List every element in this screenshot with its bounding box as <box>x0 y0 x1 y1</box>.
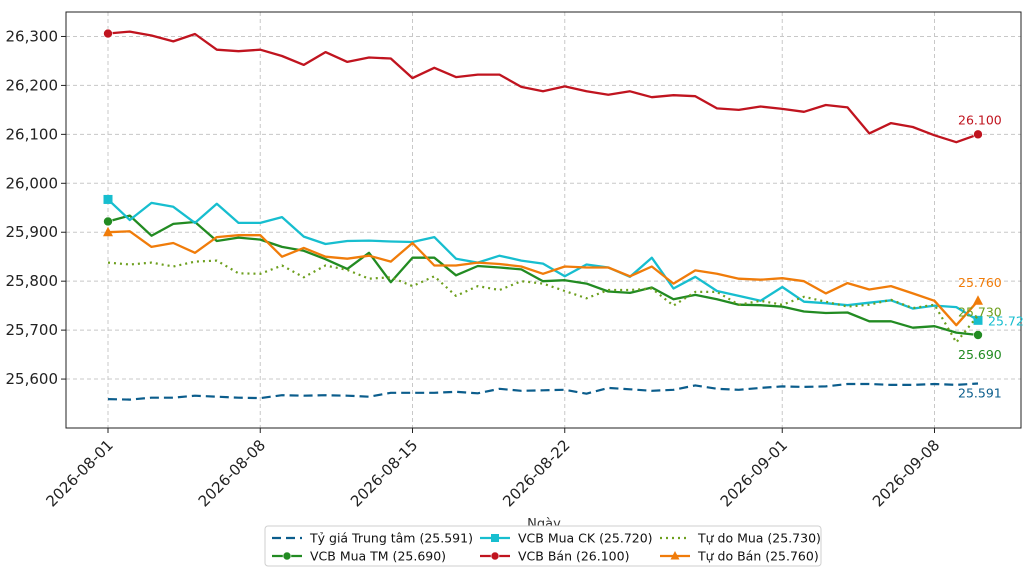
legend-label: VCB Mua TM (25.690) <box>310 549 446 564</box>
legend-item: Tỷ giá Trung tâm (25.591) <box>272 531 473 546</box>
x-tick-label: 2026-08-22 <box>499 436 573 510</box>
x-tick-label: 2026-09-08 <box>869 436 943 510</box>
series-tự-do-mua <box>107 259 979 344</box>
y-tick-label: 26,100 <box>6 125 59 143</box>
legend-item: Tự do Bán (25.760) <box>660 549 819 564</box>
data-point <box>670 551 680 560</box>
legend-label: Tỷ giá Trung tâm (25.591) <box>309 531 473 546</box>
legend: Tỷ giá Trung tâm (25.591) VCB Mua CK (25.… <box>264 525 822 567</box>
data-point <box>103 28 113 39</box>
plot-frame <box>65 11 1022 429</box>
legend-label: Tự do Bán (25.760) <box>697 549 819 564</box>
legend-item: VCB Mua CK (25.720) <box>480 531 653 546</box>
axes: 25,600 25,700 25,800 25,900 26,000 26,100 26,2… <box>6 11 1022 510</box>
end-value-label: 25.720 <box>988 313 1024 328</box>
series-line <box>107 198 979 322</box>
x-tick-label: 2026-08-15 <box>347 436 421 510</box>
x-tick-label: 2026-08-01 <box>42 436 116 510</box>
data-point <box>103 226 113 237</box>
x-tick-label: 2026-08-08 <box>195 436 269 510</box>
y-tick-label: 26,300 <box>6 27 59 45</box>
legend-label: VCB Mua CK (25.720) <box>518 531 653 546</box>
data-point <box>973 129 983 140</box>
data-point <box>973 295 983 305</box>
legend-label: VCB Bán (26.100) <box>518 549 629 564</box>
data-point <box>282 551 292 561</box>
legend-item: VCB Mua TM (25.690) <box>272 549 446 564</box>
series-line <box>107 230 979 327</box>
end-value-label: 25.760 <box>958 275 1002 290</box>
data-point <box>490 551 500 561</box>
end-value-label: 26.100 <box>958 112 1002 127</box>
series-group <box>103 28 983 401</box>
series-line <box>107 214 979 337</box>
data-point <box>103 216 113 227</box>
end-value-label: 25.591 <box>958 385 1002 400</box>
legend-label: Tự do Mua (25.730) <box>697 531 821 546</box>
series-tự-do-bán <box>103 226 983 327</box>
x-tick-label: 2026-09-01 <box>717 436 791 510</box>
series-tỷ-giá-trung-tâm <box>107 382 979 401</box>
series-vcb-mua-tm <box>103 214 983 340</box>
data-point <box>973 330 983 340</box>
data-point <box>973 315 983 325</box>
data-point <box>491 534 499 542</box>
y-tick-label: 25,800 <box>6 272 59 290</box>
series-line <box>107 259 979 344</box>
end-value-label: 25.730 <box>958 304 1002 319</box>
y-tick-label: 26,000 <box>6 174 59 192</box>
y-tick-label: 26,200 <box>6 76 59 94</box>
grid <box>66 12 1021 428</box>
data-point <box>103 194 113 204</box>
legend-item: VCB Bán (26.100) <box>480 549 629 564</box>
y-tick-label: 25,900 <box>6 223 59 241</box>
legend-item: Tự do Mua (25.730) <box>660 531 821 546</box>
end-labels: 25.591 25.690 25.720 26.100 25.730 25.760 <box>958 112 1024 400</box>
series-line <box>107 30 979 144</box>
series-line <box>107 382 979 401</box>
series-vcb-bán <box>103 28 983 144</box>
end-value-label: 25.690 <box>958 347 1002 362</box>
y-tick-label: 25,600 <box>6 370 59 388</box>
y-tick-label: 25,700 <box>6 321 59 339</box>
